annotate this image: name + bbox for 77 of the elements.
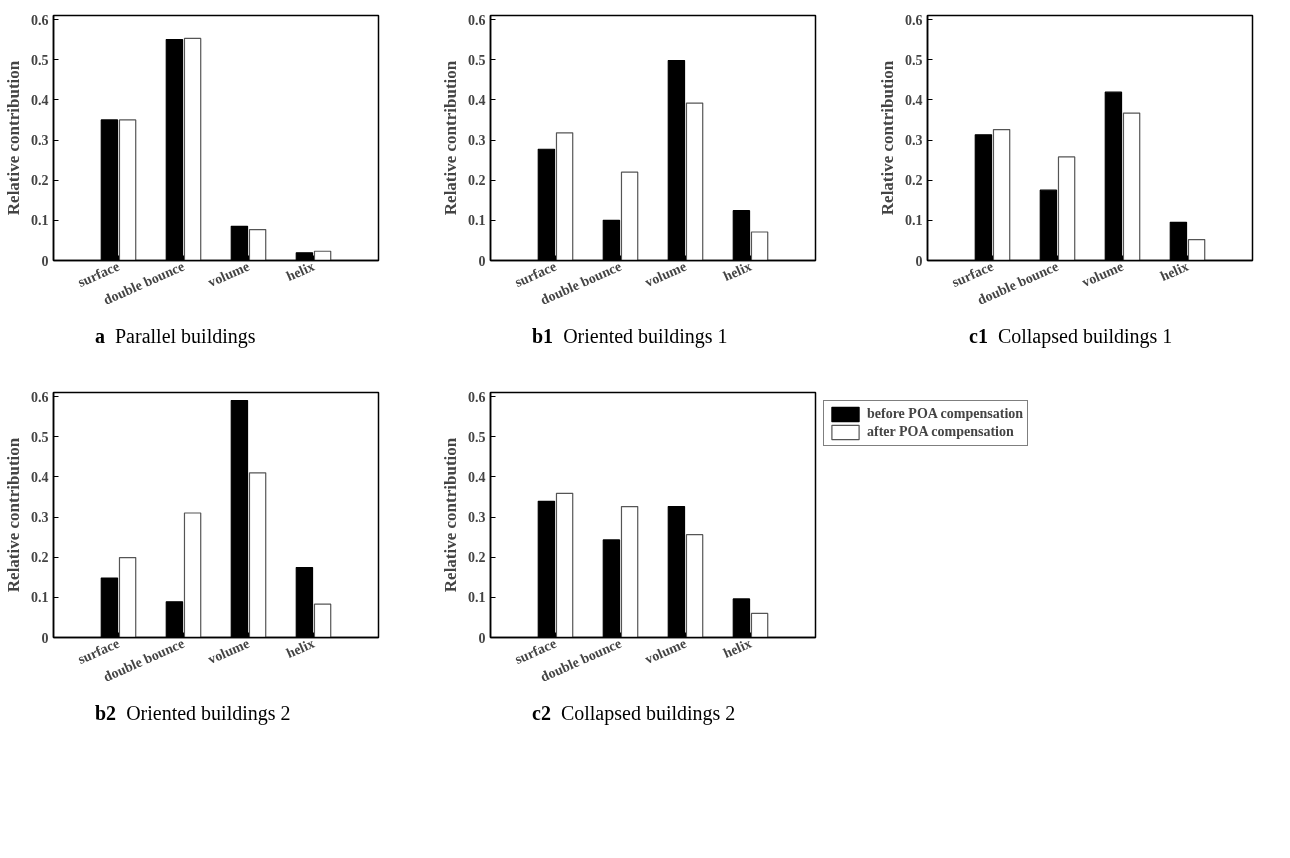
y-tick-label: 0.1 (468, 213, 486, 229)
bar (685, 534, 704, 638)
y-tick-label: 0.4 (31, 469, 49, 485)
y-tick-label: 0.6 (468, 12, 486, 28)
x-tick-label: volume (642, 635, 689, 668)
text: b2 Oriented buildings 2 (94, 701, 291, 727)
y-tick-label: 0.3 (468, 133, 486, 149)
y-axis-title: Relative contribution (441, 60, 460, 216)
bar (313, 603, 332, 638)
bar (685, 102, 704, 261)
bar (750, 231, 769, 261)
y-tick-label: 0 (41, 630, 49, 646)
y-tick-label: 0 (915, 253, 923, 269)
y-axis-title: Relative contribution (4, 60, 23, 216)
bar (555, 492, 574, 638)
y-tick-label: 0.6 (905, 12, 923, 28)
y-tick-label: 0.1 (31, 213, 49, 229)
text: b1 Oriented buildings 1 (531, 324, 728, 350)
y-tick-label: 0.3 (31, 133, 49, 149)
x-tick-label: helix (284, 258, 317, 285)
y-tick-label: 0.6 (468, 389, 486, 405)
text: c1 Collapsed buildings 1 (968, 324, 1173, 350)
y-tick-label: 0.5 (905, 52, 923, 68)
text: c2 Collapsed buildings 2 (531, 701, 736, 727)
y-tick-label: 0.2 (468, 550, 486, 566)
text: a Parallel buildings (94, 324, 256, 350)
y-tick-label: 0.5 (31, 52, 49, 68)
x-tick-label: volume (205, 635, 252, 668)
x-tick-label: volume (205, 258, 252, 291)
y-tick-label: 0 (478, 630, 486, 646)
x-tick-label: volume (1079, 258, 1126, 291)
bar (118, 556, 137, 638)
x-tick-label: helix (1158, 258, 1191, 285)
y-tick-label: 0.3 (468, 510, 486, 526)
y-tick-label: 0 (41, 253, 49, 269)
y-axis-title: Relative contribution (878, 60, 897, 216)
y-tick-label: 0.4 (468, 92, 486, 108)
x-tick-label: helix (721, 635, 754, 662)
y-tick-label: 0.6 (31, 12, 49, 28)
y-tick-label: 0.4 (31, 92, 49, 108)
bar (1122, 112, 1141, 261)
y-tick-label: 0.2 (905, 173, 923, 189)
x-tick-label: volume (642, 258, 689, 291)
bar (555, 132, 574, 261)
legend-label: before POA compensation (867, 406, 1024, 422)
bar (750, 612, 769, 638)
y-tick-label: 0.5 (468, 52, 486, 68)
bar (183, 37, 202, 261)
bar (620, 171, 639, 261)
x-tick-label: helix (284, 635, 317, 662)
bar (248, 472, 267, 638)
y-tick-label: 0.1 (905, 213, 923, 229)
y-tick-label: 0.2 (31, 173, 49, 189)
bar (1187, 239, 1206, 261)
y-tick-label: 0.2 (468, 173, 486, 189)
bar (248, 228, 267, 261)
bar (992, 128, 1011, 261)
y-tick-label: 0.3 (905, 133, 923, 149)
bar (118, 119, 137, 261)
bar (183, 512, 202, 638)
y-tick-label: 0 (478, 253, 486, 269)
y-tick-label: 0.1 (468, 590, 486, 606)
y-tick-label: 0.2 (31, 550, 49, 566)
y-tick-label: 0.5 (468, 429, 486, 445)
y-tick-label: 0.5 (31, 429, 49, 445)
x-tick-label: helix (721, 258, 754, 285)
y-axis-title: Relative contribution (441, 437, 460, 593)
y-tick-label: 0.4 (468, 469, 486, 485)
legend-label: after POA compensation (867, 424, 1014, 440)
y-tick-label: 0.3 (31, 510, 49, 526)
bar (1057, 156, 1076, 261)
y-tick-label: 0.1 (31, 590, 49, 606)
y-tick-label: 0.4 (905, 92, 923, 108)
y-axis-title: Relative contribution (4, 437, 23, 593)
y-tick-label: 0.6 (31, 389, 49, 405)
bar (313, 250, 332, 261)
bar (620, 505, 639, 638)
